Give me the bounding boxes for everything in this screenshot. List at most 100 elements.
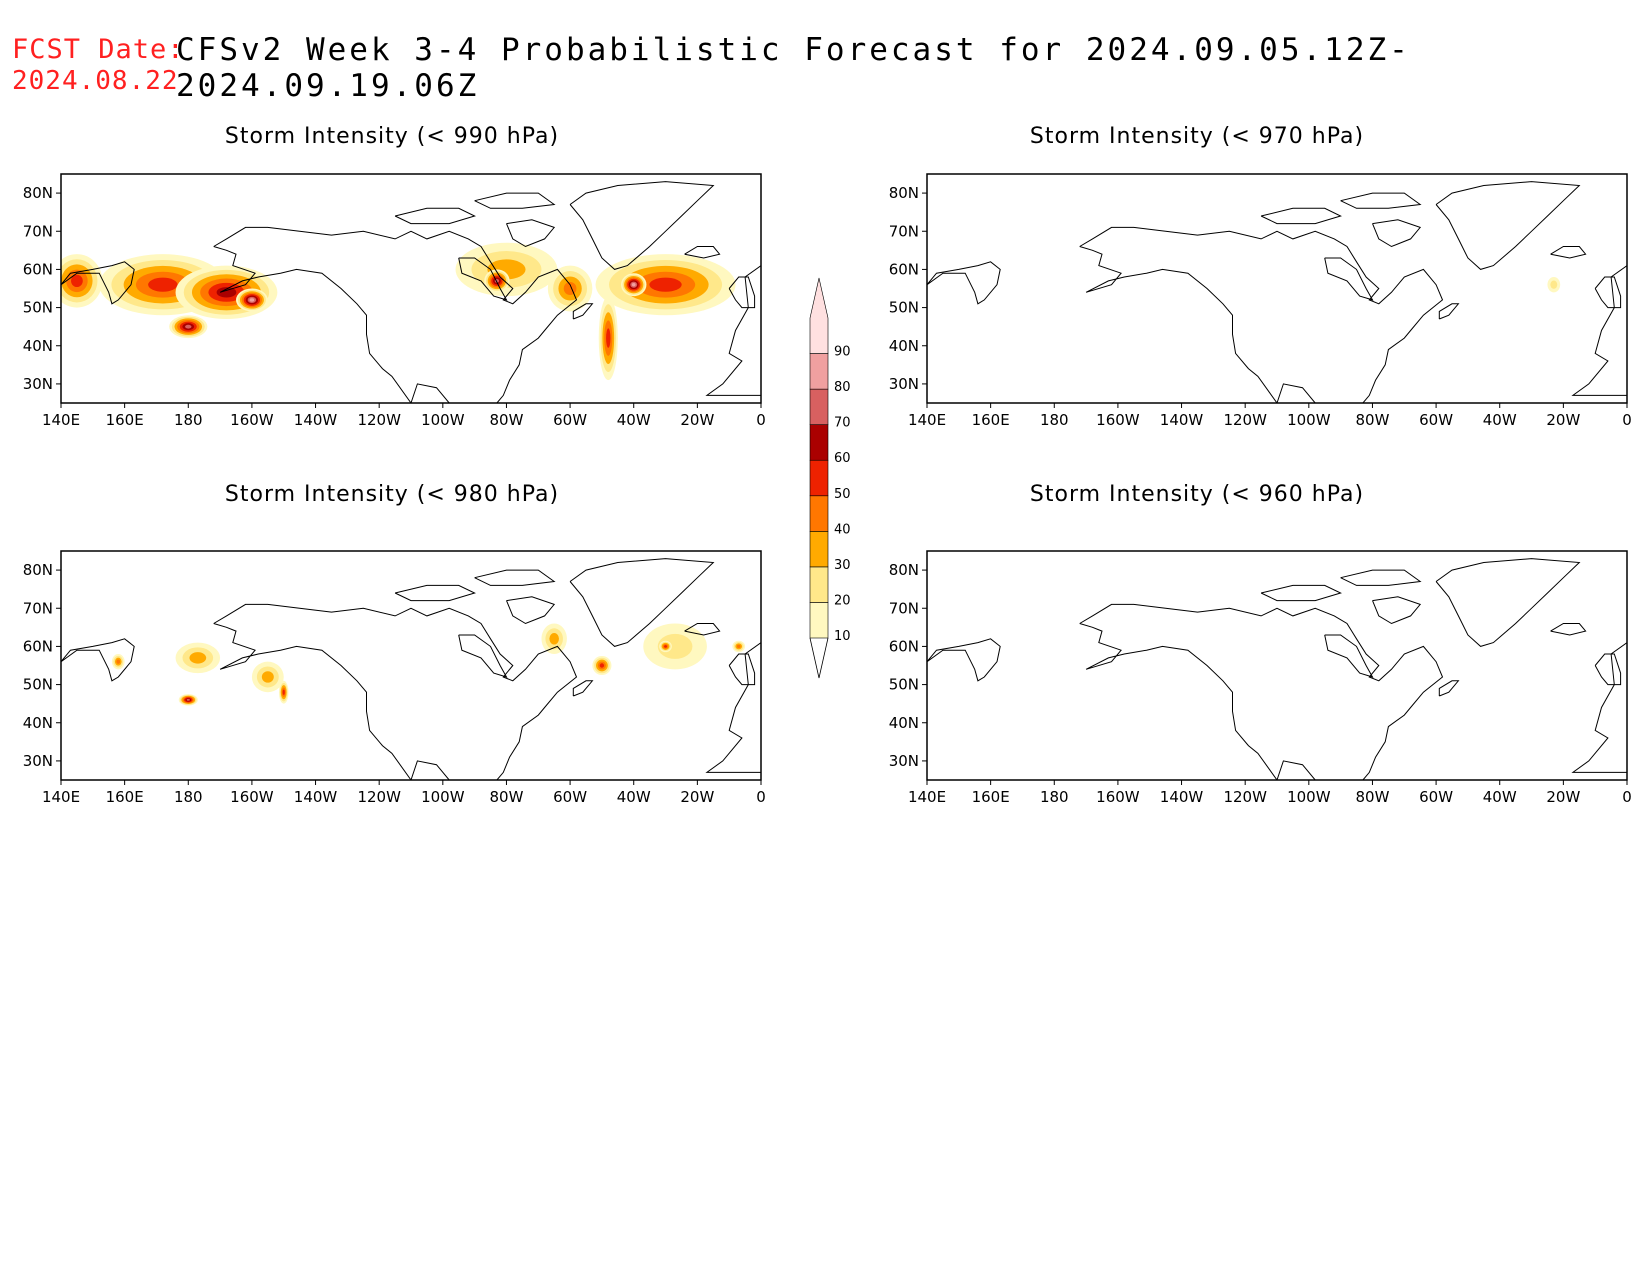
lon-label: 180 xyxy=(1040,788,1069,806)
lon-label: 80W xyxy=(1355,411,1389,429)
lat-label: 80N xyxy=(23,561,53,579)
colorbar-tail xyxy=(809,637,829,679)
coastline xyxy=(1260,207,1342,225)
coastline xyxy=(474,192,556,209)
coastline xyxy=(506,596,556,625)
lon-label: 140W xyxy=(294,788,338,806)
map-frame xyxy=(60,173,762,404)
page-title: CFSv2 Week 3-4 Probabilistic Forecast fo… xyxy=(176,32,1411,104)
lat-label: 70N xyxy=(23,222,53,240)
lat-label: 40N xyxy=(889,714,919,732)
coastline xyxy=(569,558,715,647)
coastline xyxy=(572,680,594,697)
coastline xyxy=(213,226,578,403)
lon-label: 80W xyxy=(489,411,523,429)
panel-title-980: Storm Intensity (< 980 hPa) xyxy=(224,482,560,507)
colorbar-label: 20 xyxy=(834,593,851,608)
lat-label: 30N xyxy=(889,375,919,393)
colorbar-segment xyxy=(809,388,829,425)
lon-label: 160W xyxy=(1096,788,1140,806)
probability-blob xyxy=(1550,280,1558,289)
lon-label: 40W xyxy=(1483,788,1517,806)
colorbar-segment xyxy=(809,602,829,639)
lon-label: 140E xyxy=(908,788,946,806)
lon-label: 140W xyxy=(1160,411,1204,429)
lat-label: 60N xyxy=(23,637,53,655)
coastline xyxy=(684,246,721,259)
coastline xyxy=(1550,246,1587,259)
map-panel-1: 80N 70N 60N 50N 40N 30N 140E 160E 180 160W 140W 120… xyxy=(889,173,1632,429)
lat-label: 60N xyxy=(23,260,53,278)
lat-label: 50N xyxy=(23,676,53,694)
coastline xyxy=(1260,584,1342,602)
lon-label: 180 xyxy=(174,411,203,429)
colorbar-label: 70 xyxy=(834,416,851,431)
lon-label: 140E xyxy=(42,411,80,429)
colorbar-label: 90 xyxy=(834,345,851,360)
map-panel-0: 80N 70N 60N 50N 40N 30N 140E 160E 180 160W 140W 120… xyxy=(23,173,766,429)
probability-blob xyxy=(261,671,274,683)
lat-label: 50N xyxy=(889,676,919,694)
lat-label: 60N xyxy=(889,260,919,278)
coastline xyxy=(1571,642,1627,773)
lon-label: 160W xyxy=(230,411,274,429)
coastline xyxy=(1372,219,1422,248)
map-frame xyxy=(926,550,1628,781)
colorbar-segment xyxy=(809,277,829,354)
lat-label: 80N xyxy=(23,184,53,202)
probability-blob xyxy=(736,644,741,649)
lat-label: 50N xyxy=(23,299,53,317)
panel-title-990: Storm Intensity (< 990 hPa) xyxy=(224,124,560,149)
coastline xyxy=(1594,276,1622,309)
lon-label: 60W xyxy=(553,411,587,429)
map-panel-2: 80N 70N 60N 50N 40N 30N 140E 160E 180 160W 140W 120… xyxy=(23,550,766,806)
probability-blob xyxy=(657,633,693,659)
coastline xyxy=(728,653,756,686)
colorbar-segment xyxy=(809,459,829,497)
probability-blob xyxy=(116,659,121,664)
coastline xyxy=(1340,569,1422,586)
lon-label: 160W xyxy=(1096,411,1140,429)
lon-label: 20W xyxy=(680,788,714,806)
coastline xyxy=(1435,181,1581,270)
lon-label: 180 xyxy=(1040,411,1069,429)
probability-blob xyxy=(549,633,559,645)
lon-label: 160E xyxy=(972,788,1010,806)
coastline xyxy=(1340,192,1422,209)
coastline xyxy=(684,623,721,636)
lon-label: 160E xyxy=(106,411,144,429)
coastline xyxy=(1438,303,1460,320)
lon-label: 20W xyxy=(1546,788,1580,806)
lon-label: 80W xyxy=(489,788,523,806)
colorbar-label: 50 xyxy=(834,487,851,502)
coastline xyxy=(474,569,556,586)
lon-label: 40W xyxy=(617,788,651,806)
coastline xyxy=(569,181,715,270)
lat-label: 30N xyxy=(23,375,53,393)
lat-label: 40N xyxy=(23,714,53,732)
map-frame xyxy=(60,550,762,781)
coastline xyxy=(1079,226,1444,403)
lon-label: 120W xyxy=(357,788,401,806)
probability-blob xyxy=(216,287,237,298)
fcst-date-value: 2024.08.22 xyxy=(12,66,179,96)
coastline xyxy=(705,265,761,396)
lat-label: 30N xyxy=(889,752,919,770)
lat-label: 70N xyxy=(23,599,53,617)
probability-blob xyxy=(249,298,255,302)
coastline xyxy=(1438,680,1460,697)
panel-title-960: Storm Intensity (< 960 hPa) xyxy=(1029,482,1365,507)
coastline xyxy=(394,207,476,225)
lon-label: 0 xyxy=(756,411,766,429)
lon-label: 140E xyxy=(908,411,946,429)
coastline xyxy=(458,257,508,301)
lon-label: 60W xyxy=(1419,411,1453,429)
coastline xyxy=(705,642,761,773)
lon-label: 60W xyxy=(553,788,587,806)
coastline xyxy=(1079,603,1444,780)
coastline xyxy=(1324,257,1374,301)
lon-label: 40W xyxy=(617,411,651,429)
lon-label: 120W xyxy=(357,411,401,429)
probability-blob xyxy=(185,324,192,329)
probability-blob xyxy=(186,698,190,701)
